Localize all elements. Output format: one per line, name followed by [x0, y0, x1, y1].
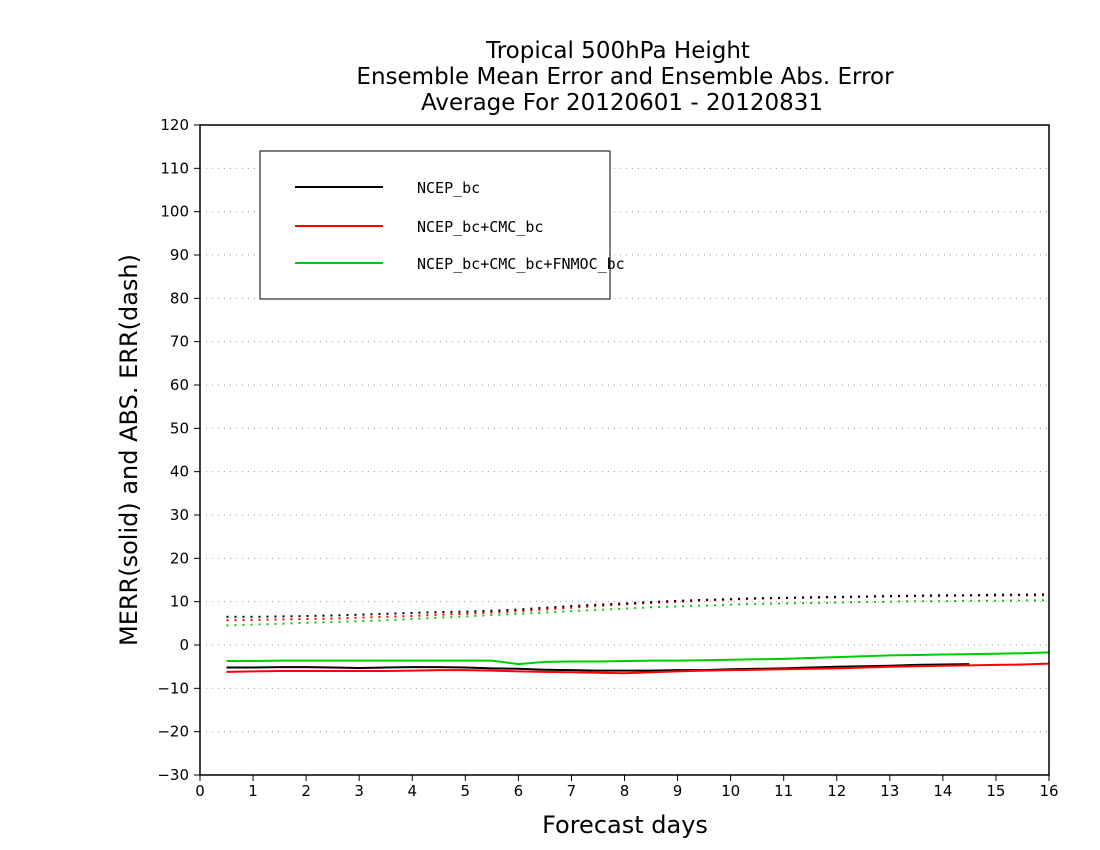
- x-tick-label: 10: [721, 782, 740, 800]
- y-tick-label: 100: [160, 203, 189, 221]
- y-tick-label: −20: [157, 723, 189, 741]
- x-axis-ticks: 0 1 2 3 4 5 6 7 8 9 10 11 12 13 14 15 16: [195, 775, 1059, 800]
- abs-err-line-ncep-cmc: [226, 594, 1049, 622]
- legend: NCEP_bc NCEP_bc+CMC_bc NCEP_bc+CMC_bc+FN…: [259, 150, 625, 300]
- chart-title-line-1: Tropical 500hPa Height: [485, 38, 750, 64]
- x-tick-label: 6: [514, 782, 524, 800]
- merr-line-ncep-cmc-fnmoc: [226, 651, 1050, 666]
- y-tick-label: 70: [170, 333, 189, 351]
- x-tick-label: 12: [827, 782, 846, 800]
- y-tick-label: 20: [170, 549, 189, 567]
- merr-line-ncep-cmc: [226, 662, 1050, 675]
- legend-label-ncep-cmc: NCEP_bc+CMC_bc: [417, 218, 543, 236]
- x-tick-label: 0: [195, 782, 205, 800]
- chart-title-line-2: Ensemble Mean Error and Ensemble Abs. Er…: [356, 64, 894, 90]
- plot-frame: [199, 124, 1050, 776]
- x-tick-label: 9: [673, 782, 683, 800]
- x-tick-label: 15: [986, 782, 1005, 800]
- plot-series: [226, 593, 1050, 675]
- y-tick-label: −10: [157, 679, 189, 697]
- y-tick-label: 90: [170, 246, 189, 264]
- x-tick-label: 7: [567, 782, 577, 800]
- x-tick-label: 14: [933, 782, 952, 800]
- y-axis-label: MERR(solid) and ABS. ERR(dash): [115, 254, 143, 646]
- abs-err-line-ncep-cmc-fnmoc: [226, 599, 1049, 627]
- chart-title-line-3: Average For 20120601 - 20120831: [421, 90, 823, 116]
- y-tick-label: 80: [170, 289, 189, 307]
- y-tick-label: 110: [160, 159, 189, 177]
- y-tick-label: 120: [160, 116, 189, 134]
- y-tick-label: 0: [179, 636, 189, 654]
- x-tick-label: 8: [620, 782, 630, 800]
- x-tick-label: 2: [301, 782, 311, 800]
- y-tick-label: 10: [170, 593, 189, 611]
- x-tick-label: 4: [407, 782, 417, 800]
- abs-err-line-ncep-bc: [226, 593, 1050, 618]
- legend-label-ncep-cmc-fnmoc: NCEP_bc+CMC_bc+FNMOC_bc: [417, 255, 625, 273]
- legend-label-ncep-bc: NCEP_bc: [417, 179, 480, 197]
- y-tick-label: 40: [170, 463, 189, 481]
- x-tick-label: 11: [774, 782, 793, 800]
- x-tick-label: 1: [248, 782, 258, 800]
- merr-line-ncep-bc: [226, 663, 970, 672]
- x-tick-label: 13: [880, 782, 899, 800]
- y-tick-label: 30: [170, 506, 189, 524]
- y-tick-label: −30: [157, 766, 189, 784]
- y-tick-label: 50: [170, 419, 189, 437]
- x-tick-label: 3: [354, 782, 364, 800]
- y-tick-label: 60: [170, 376, 189, 394]
- x-tick-label: 16: [1039, 782, 1058, 800]
- x-axis-label: Forecast days: [542, 811, 708, 839]
- x-tick-label: 5: [461, 782, 471, 800]
